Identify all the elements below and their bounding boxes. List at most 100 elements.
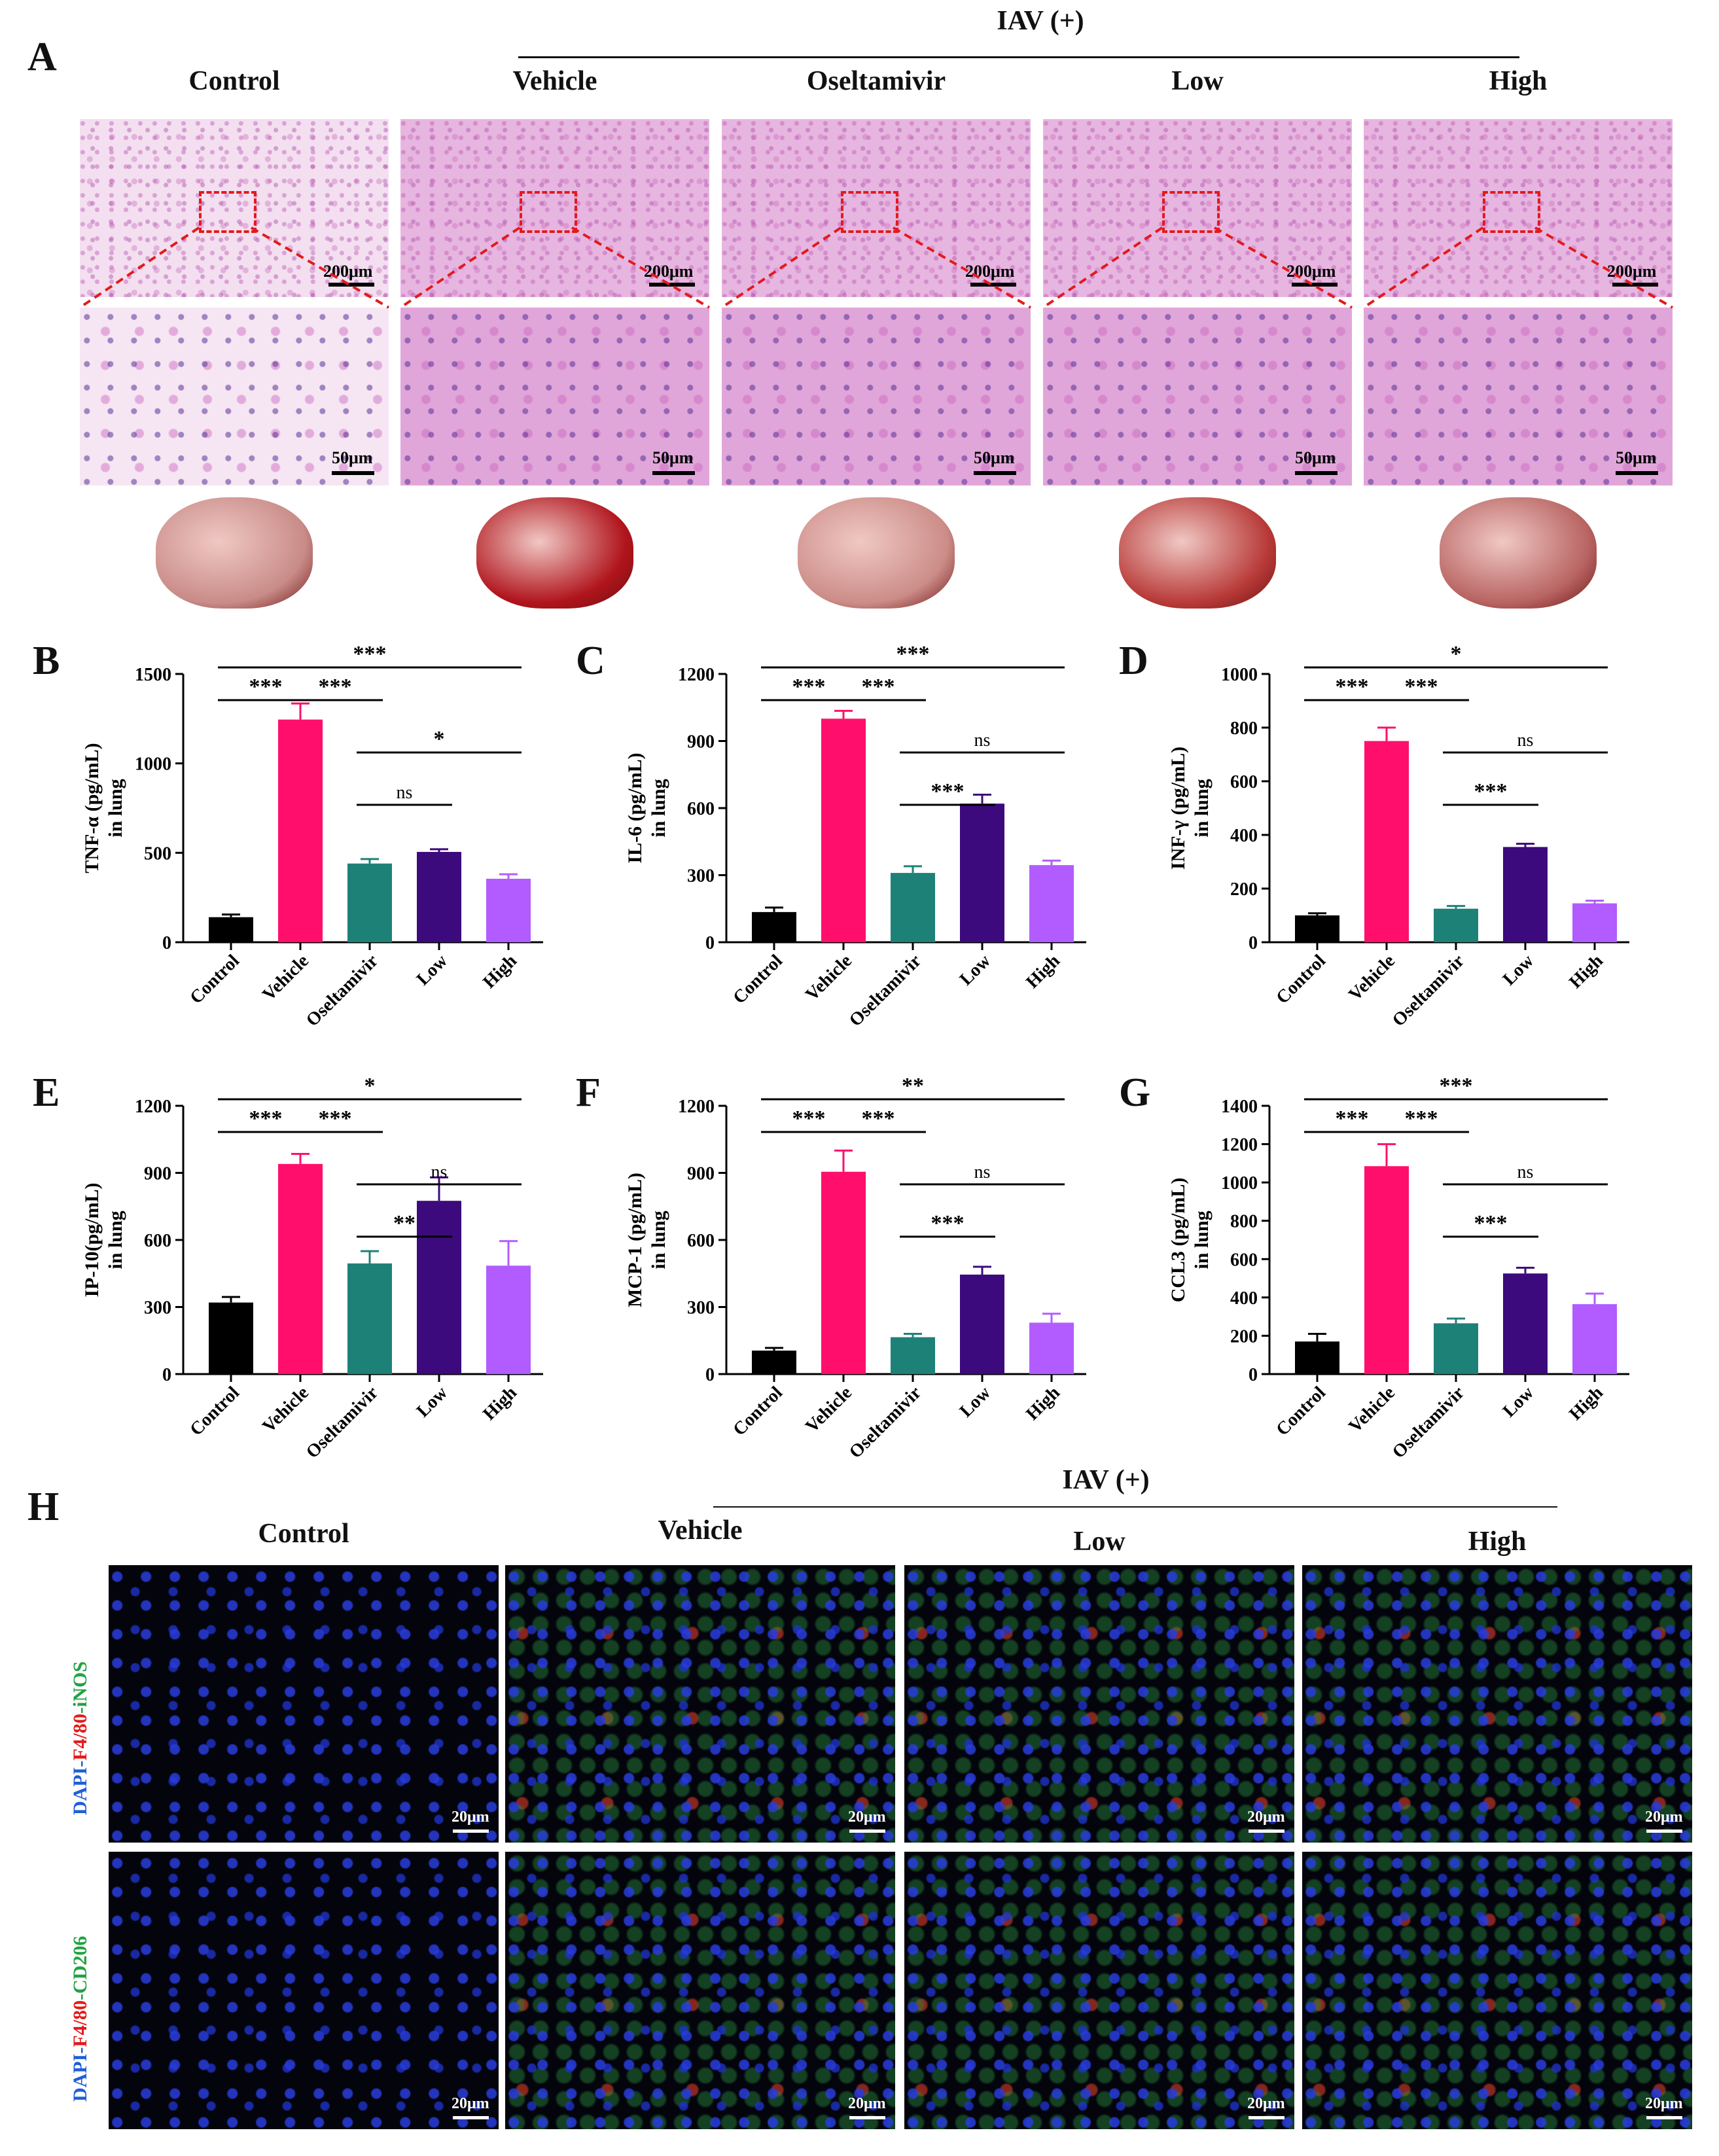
- he-zoom-high: 50μm: [1364, 308, 1673, 486]
- if-image-control-row1: 20μm: [109, 1565, 499, 1843]
- significance-label: ***: [862, 675, 895, 699]
- significance-label: ***: [249, 1106, 283, 1131]
- scale-bar-50: [652, 471, 695, 475]
- iav-bracket-label-a: IAV (+): [997, 6, 1084, 36]
- x-tick-label: Vehicle: [1345, 1383, 1399, 1437]
- bar-oseltamivir: [1434, 908, 1478, 942]
- if-row-label-part: DAPI-: [69, 2047, 91, 2102]
- x-tick-label: High: [1022, 951, 1064, 993]
- bar-oseltamivir: [347, 1263, 392, 1374]
- y-tick-label: 900: [687, 732, 715, 752]
- x-tick-label: Vehicle: [258, 951, 313, 1005]
- chart-c: C 0 300 600 900 1200 IL-6 (pg/mL) in lung Contro…: [576, 639, 1086, 1031]
- roi-box: [520, 191, 577, 233]
- y-tick-label: 200: [1230, 879, 1258, 900]
- panel-letter-h: H: [27, 1485, 60, 1529]
- significance-label: ns: [431, 1162, 448, 1182]
- y-tick-label: 600: [687, 799, 715, 819]
- y-tick-label: 0: [162, 1365, 171, 1385]
- y-tick-label: 1000: [1221, 665, 1258, 685]
- group-header-a-vehicle: Vehicle: [512, 66, 597, 96]
- bar-high: [1029, 1322, 1074, 1374]
- scale-label-200: 200μm: [323, 262, 373, 281]
- if-row-label-part: -iNOS: [69, 1661, 91, 1714]
- lung-photo-high: [1440, 497, 1597, 609]
- y-axis-label: in lung: [648, 779, 669, 837]
- if-row-label-2: DAPI-F4/80-CD206: [69, 1936, 92, 2102]
- significance-label: **: [393, 1211, 416, 1235]
- if-scale-label: 20μm: [848, 2095, 886, 2112]
- bar-control: [752, 1351, 796, 1374]
- scale-label-50: 50μm: [1616, 448, 1657, 467]
- roi-box: [1483, 191, 1540, 233]
- y-tick-label: 300: [687, 866, 715, 887]
- x-tick-label: High: [479, 951, 521, 993]
- x-tick-label: Low: [956, 1382, 995, 1421]
- he-overview-oseltamivir: 200μm: [722, 119, 1031, 297]
- group-header-h-vehicle: Vehicle: [658, 1515, 743, 1546]
- significance-label: ***: [862, 1106, 895, 1131]
- significance-label: ***: [1336, 675, 1369, 699]
- lung-photo-oseltamivir: [798, 497, 955, 609]
- bar-control: [1295, 915, 1339, 942]
- y-tick-label: 1400: [1221, 1097, 1258, 1117]
- if-scale-label: 20μm: [1247, 2095, 1285, 2112]
- bar-oseltamivir: [891, 1337, 935, 1374]
- he-zoom-low: 50μm: [1043, 308, 1352, 486]
- panel-letter-f: F: [576, 1070, 601, 1115]
- if-scale-label: 20μm: [848, 1809, 886, 1826]
- if-scale-label: 20μm: [1645, 2095, 1683, 2112]
- if-scale-bar: [1249, 2116, 1285, 2119]
- significance-label: *: [434, 727, 445, 751]
- panel-letter-c: C: [576, 639, 605, 683]
- bar-vehicle: [1364, 1166, 1409, 1374]
- scale-bar-200: [970, 283, 1016, 287]
- significance-label: ns: [974, 1162, 991, 1182]
- bar-low: [1503, 1273, 1548, 1374]
- y-tick-label: 800: [1230, 1212, 1258, 1232]
- significance-label: ***: [1405, 1106, 1438, 1131]
- bar-control: [1295, 1341, 1339, 1374]
- zoom-connector-line: [892, 226, 1032, 309]
- he-overview-control: 200μm: [80, 119, 389, 297]
- zoom-connectors: [79, 226, 1674, 309]
- bar-control: [752, 911, 796, 942]
- y-axis-label: in lung: [648, 1211, 669, 1269]
- if-row-label-1: DAPI-F4/80-iNOS: [69, 1661, 92, 1815]
- significance-label: ***: [1405, 675, 1438, 699]
- if-scale-bar: [1249, 1829, 1285, 1833]
- scale-bar-50: [1616, 471, 1658, 475]
- chart-b: B 0 500 1000 1500 TNF-α (pg/mL) in lung Control…: [33, 639, 543, 1031]
- y-axis-label: IP-10(pg/mL): [81, 1183, 103, 1298]
- y-tick-label: 900: [144, 1164, 171, 1184]
- scale-label-50: 50μm: [1295, 448, 1336, 467]
- y-tick-label: 0: [705, 1365, 715, 1385]
- significance-label: ns: [974, 730, 991, 751]
- significance-label: ***: [1474, 1211, 1508, 1235]
- x-tick-label: Low: [1499, 950, 1538, 989]
- y-axis-label: in lung: [105, 1211, 126, 1269]
- if-row-label-part: F4/80: [69, 2000, 91, 2047]
- x-tick-label: High: [1022, 1383, 1064, 1424]
- lung-photo-control: [156, 497, 313, 609]
- if-row-label-part: -CD206: [69, 1935, 91, 2000]
- y-tick-label: 1200: [1221, 1135, 1258, 1156]
- group-header-a-low: Low: [1171, 66, 1224, 96]
- he-overview-high: 200μm: [1364, 119, 1673, 297]
- he-overview-low: 200μm: [1043, 119, 1352, 297]
- roi-box: [1162, 191, 1220, 233]
- zoom-connector-line: [720, 226, 842, 309]
- x-tick-label: Vehicle: [802, 1383, 856, 1437]
- if-scale-bar: [849, 2116, 885, 2119]
- significance-label: ***: [931, 1211, 965, 1235]
- x-tick-label: Oseltamivir: [845, 1383, 925, 1462]
- chart-f: F 0 300 600 900 1200 MCP-1 (pg/mL) in lung Contr…: [576, 1070, 1086, 1462]
- bar-vehicle: [278, 1163, 323, 1374]
- scale-label-50: 50μm: [652, 448, 694, 467]
- zoom-connector-line: [1534, 226, 1674, 309]
- chart-g: G 0 200 400 600 800 1000 1200 1400 CCL3 (pg/mL) in…: [1119, 1070, 1629, 1462]
- if-scale-bar: [453, 1829, 489, 1833]
- bar-high: [1029, 865, 1074, 942]
- y-axis-label: INF-γ (pg/mL): [1167, 747, 1189, 870]
- y-axis-label: in lung: [1191, 1211, 1213, 1269]
